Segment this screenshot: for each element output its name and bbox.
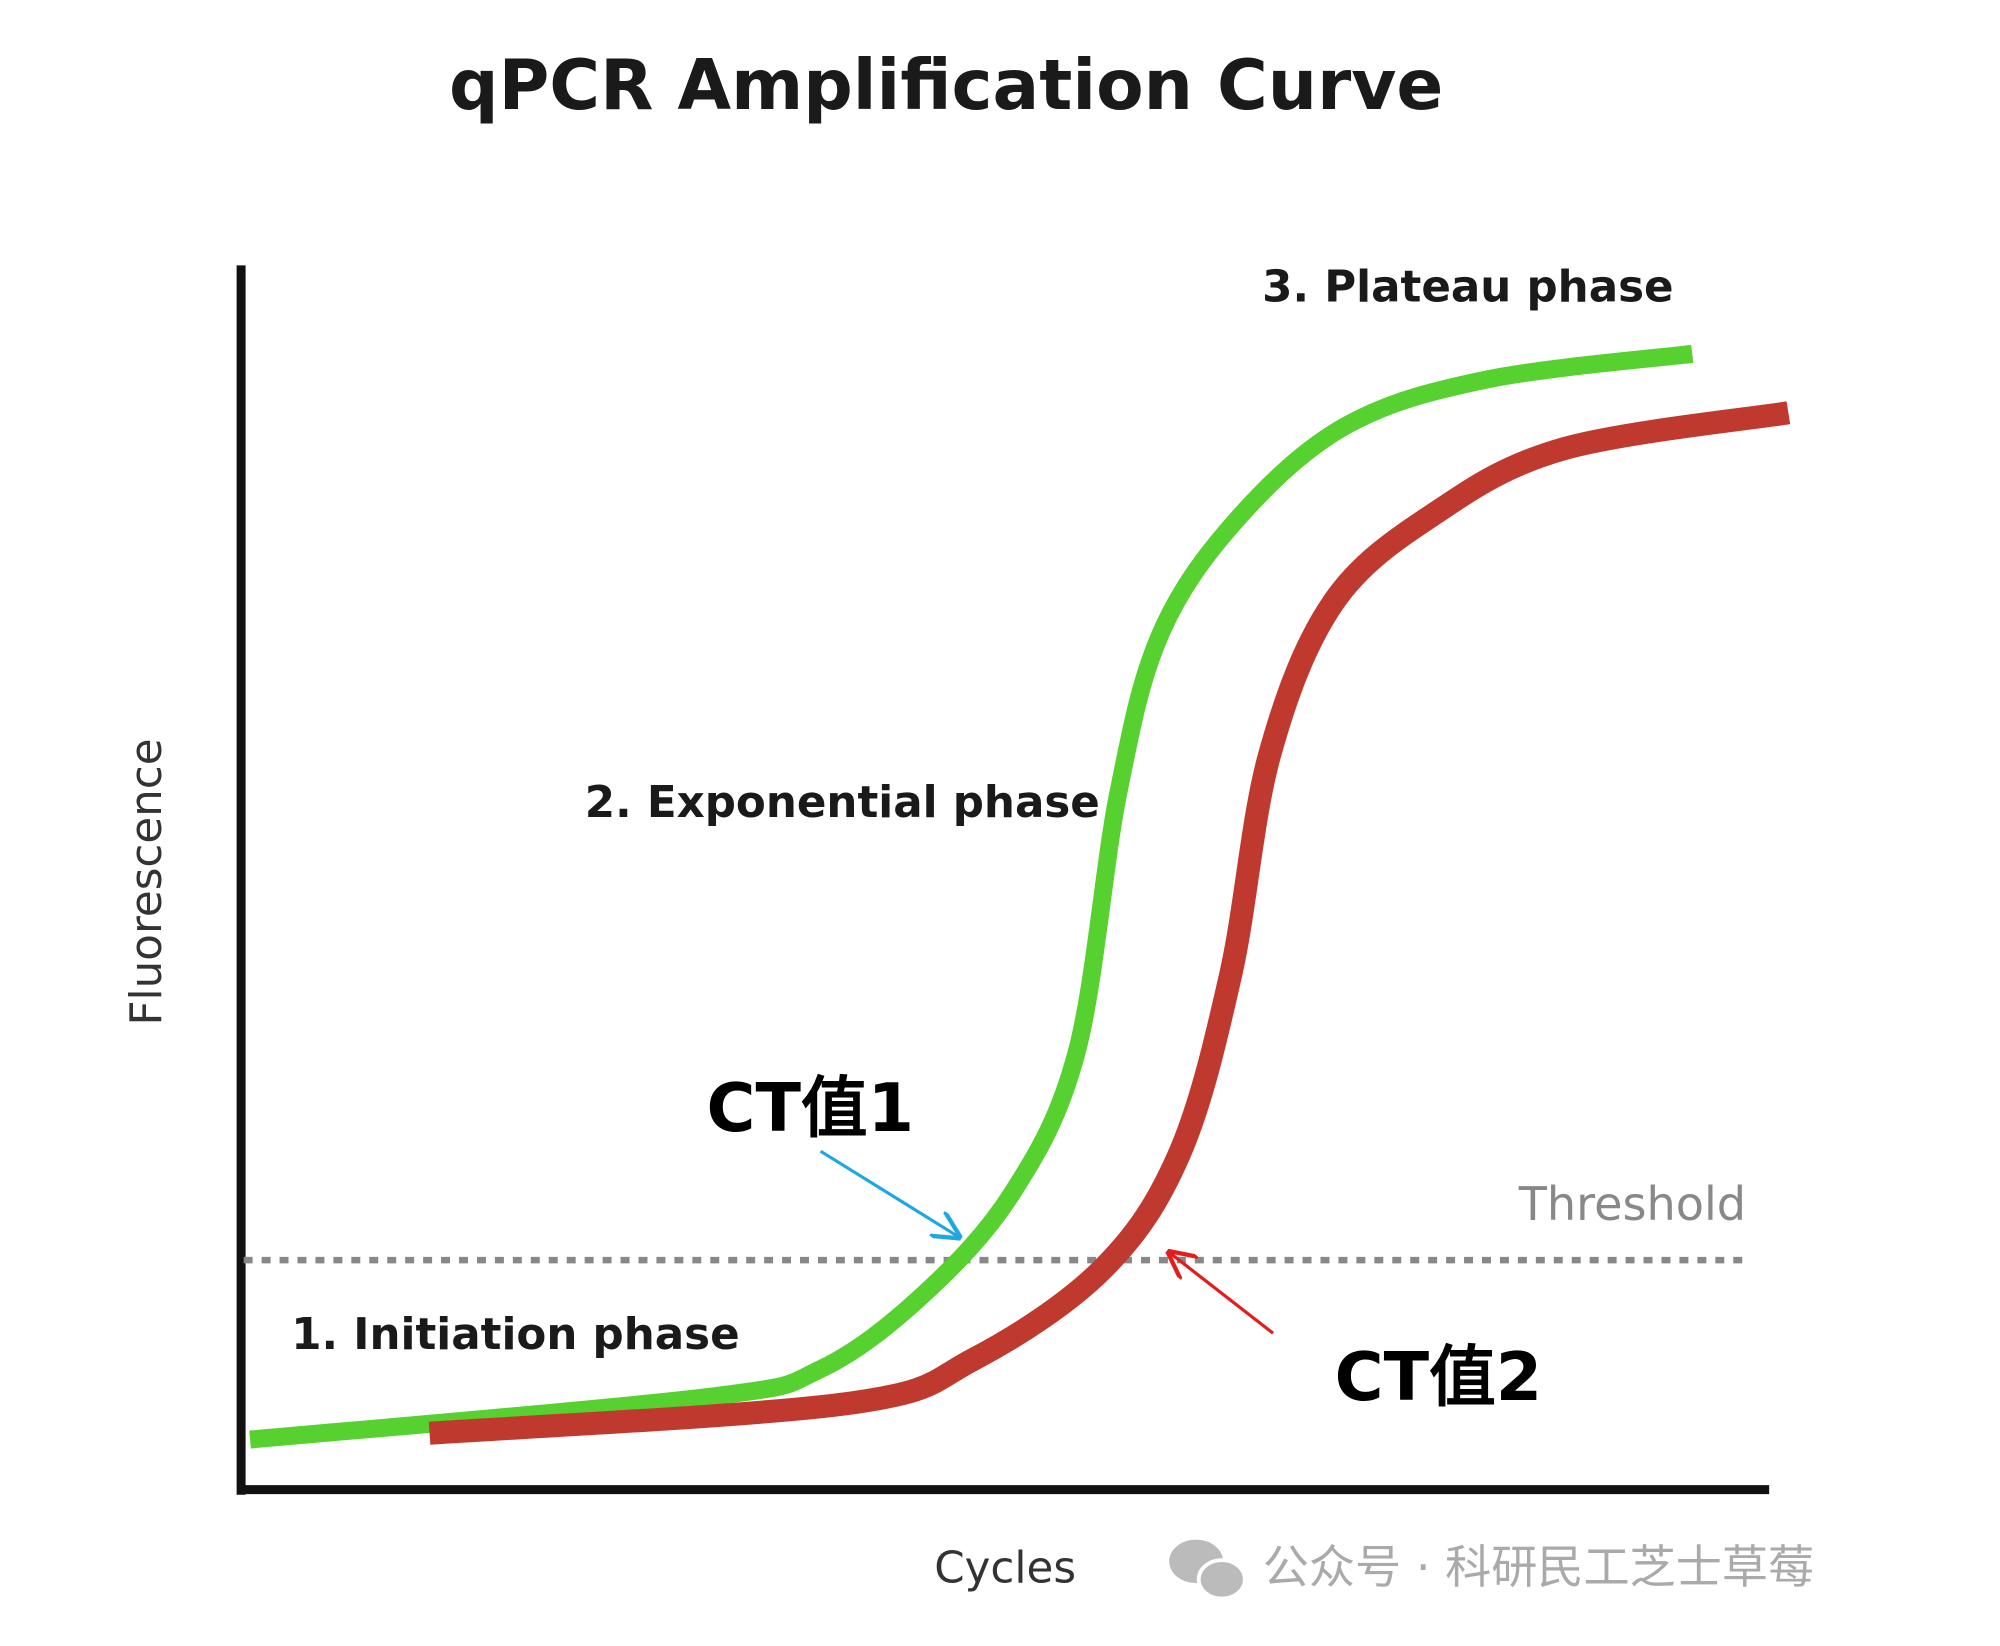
x-axis-label: Cycles (934, 1543, 1076, 1593)
title: qPCR Amplification Curve (449, 46, 1443, 126)
curve-sample-2 (428, 401, 1791, 1445)
y-axis-label: Fluorescence (122, 738, 172, 1025)
ct-arrow (1169, 1252, 1275, 1335)
curve-sample-1 (249, 344, 1694, 1449)
phase-label: 3. Plateau phase (1262, 263, 1673, 313)
ct-arrow (819, 1149, 959, 1237)
threshold-label: Threshold (1518, 1177, 1746, 1231)
ct-label: CT值1 (707, 1069, 914, 1147)
wechat-icon (1169, 1539, 1247, 1601)
phase-label: 1. Initiation phase (291, 1310, 739, 1360)
phase-label: 2. Exponential phase (585, 778, 1100, 828)
watermark: 公众号 · 科研民工芝士草莓 (1263, 1540, 1814, 1594)
ct-label: CT值2 (1335, 1338, 1542, 1416)
